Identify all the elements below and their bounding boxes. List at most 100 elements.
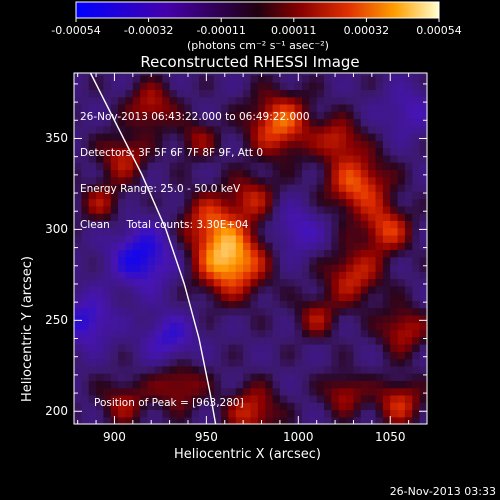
heatmap-cell (140, 285, 149, 294)
heatmap-cell (169, 183, 178, 192)
heatmap-cell (316, 409, 325, 418)
heatmap-cell (169, 314, 178, 323)
heatmap-cell (287, 394, 296, 403)
heatmap-cell (162, 293, 171, 301)
heatmap-cell (272, 198, 281, 207)
heatmap-cell (250, 380, 259, 389)
heatmap-cell (287, 183, 296, 192)
heatmap-cell (162, 307, 171, 316)
heatmap-cell (132, 133, 141, 141)
heatmap-cell (118, 227, 127, 236)
heatmap-cell (257, 213, 266, 221)
heatmap-cell (162, 256, 171, 265)
heatmap-cell (287, 140, 296, 149)
heatmap-cell (331, 358, 340, 367)
heatmap-cell (184, 285, 193, 294)
heatmap-cell (360, 380, 369, 389)
heatmap-cell (243, 89, 252, 98)
heatmap-cell (118, 329, 127, 338)
heatmap-cell (353, 162, 362, 170)
heatmap-cell (309, 74, 318, 83)
heatmap-cell (132, 205, 141, 214)
heatmap-cell (132, 111, 141, 120)
heatmap-cell (331, 118, 340, 127)
heatmap-cell (360, 82, 369, 90)
heatmap-cell (294, 220, 303, 229)
heatmap-cell (419, 133, 428, 141)
heatmap-cell (309, 191, 318, 200)
heatmap-cell (96, 111, 105, 120)
heatmap-cell (316, 82, 325, 90)
heatmap-cell (81, 133, 90, 141)
heatmap-cell (199, 169, 207, 178)
heatmap-cell (125, 249, 134, 258)
heatmap-cell (287, 103, 296, 112)
heatmap-cell (265, 402, 274, 411)
heatmap-cell (199, 96, 207, 105)
heatmap-cell (272, 373, 281, 381)
heatmap-cell (375, 409, 384, 418)
heatmap-cell (191, 358, 200, 367)
heatmap-cell (110, 344, 119, 352)
heatmap-cell (316, 322, 325, 331)
heatmap-cell (309, 358, 318, 367)
heatmap-cell (346, 176, 355, 185)
heatmap-cell (154, 322, 163, 331)
heatmap-cell (243, 162, 252, 170)
heatmap-cell (140, 322, 149, 331)
heatmap-cell (140, 278, 149, 287)
heatmap-cell (360, 191, 369, 200)
heatmap-cell (125, 103, 134, 112)
heatmap-cell (103, 169, 112, 178)
heatmap-cell (353, 74, 362, 83)
heatmap-cell (338, 125, 347, 134)
heatmap-cell (221, 74, 230, 83)
heatmap-cell (404, 336, 413, 345)
heatmap-cell (272, 220, 281, 229)
heatmap-cell (338, 147, 347, 156)
heatmap-cell (257, 183, 266, 192)
heatmap-cell (287, 344, 296, 352)
heatmap-cell (191, 249, 200, 258)
heatmap-cell (324, 336, 332, 345)
heatmap-cell (302, 227, 310, 236)
heatmap-cell (397, 213, 406, 221)
heatmap-cell (206, 220, 215, 229)
heatmap-cell (118, 351, 127, 360)
heatmap-cell (74, 402, 82, 411)
heatmap-cell (103, 358, 112, 367)
heatmap-cell (125, 205, 134, 214)
heatmap-cell (81, 169, 90, 178)
heatmap-cell (309, 96, 318, 105)
heatmap-cell (294, 271, 303, 280)
heatmap-cell (132, 103, 141, 112)
heatmap-cell (177, 402, 185, 411)
heatmap-cell (397, 191, 406, 200)
heatmap-cell (368, 82, 377, 90)
heatmap-cell (397, 220, 406, 229)
heatmap-cell (147, 307, 156, 316)
x-tick-label: 1050 (374, 430, 406, 444)
heatmap-cell (294, 213, 303, 221)
heatmap-cell (397, 416, 406, 425)
heatmap-cell (287, 307, 296, 316)
heatmap-cell (265, 271, 274, 280)
colorbar-tick-label: -0.00011 (196, 24, 246, 37)
heatmap-cell (412, 264, 421, 272)
info-line-counts: Clean Total counts: 3.30E+04 (80, 219, 249, 231)
heatmap-cell (169, 74, 178, 83)
heatmap-cell (243, 176, 252, 185)
heatmap-cell (390, 111, 399, 120)
heatmap-cell (294, 329, 303, 338)
heatmap-cell (272, 387, 281, 396)
heatmap-cell (125, 380, 134, 389)
heatmap-cell (375, 394, 384, 403)
heatmap-cell (147, 234, 156, 243)
heatmap-cell (147, 213, 156, 221)
heatmap-cell (294, 169, 303, 178)
colorbar (75, 1, 440, 19)
heatmap-cell (360, 264, 369, 272)
heatmap-cell (96, 344, 105, 352)
heatmap-cell (221, 140, 230, 149)
heatmap-cell (243, 213, 252, 221)
